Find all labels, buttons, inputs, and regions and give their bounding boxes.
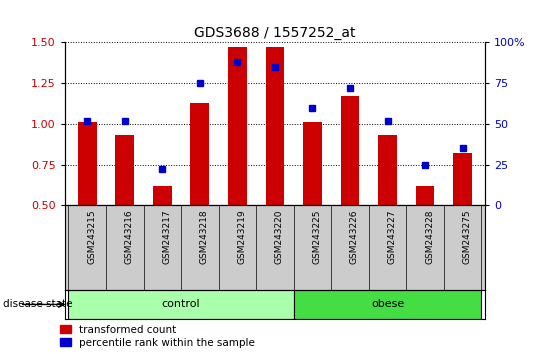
- Bar: [190, 103, 209, 205]
- Bar: [228, 47, 247, 205]
- Bar: [266, 47, 284, 205]
- Text: obese: obese: [371, 299, 404, 309]
- Bar: [378, 135, 397, 205]
- Title: GDS3688 / 1557252_at: GDS3688 / 1557252_at: [194, 26, 356, 40]
- Text: control: control: [162, 299, 201, 309]
- Bar: [416, 186, 434, 205]
- Legend: transformed count, percentile rank within the sample: transformed count, percentile rank withi…: [59, 324, 256, 349]
- Text: GSM243275: GSM243275: [462, 210, 472, 264]
- Bar: [78, 122, 96, 205]
- Bar: [294, 290, 481, 319]
- Bar: [115, 135, 134, 205]
- Bar: [303, 122, 322, 205]
- Text: GSM243228: GSM243228: [425, 210, 434, 264]
- Text: GSM243215: GSM243215: [87, 210, 96, 264]
- Text: disease state: disease state: [3, 299, 72, 309]
- Bar: [68, 290, 294, 319]
- Bar: [341, 96, 360, 205]
- Bar: [453, 153, 472, 205]
- Text: GSM243227: GSM243227: [388, 210, 397, 264]
- Text: GSM243220: GSM243220: [275, 210, 284, 264]
- Text: GSM243226: GSM243226: [350, 210, 359, 264]
- Text: GSM243219: GSM243219: [237, 210, 246, 264]
- Text: GSM243218: GSM243218: [200, 210, 209, 264]
- Bar: [153, 186, 171, 205]
- Text: GSM243225: GSM243225: [313, 210, 321, 264]
- Text: GSM243216: GSM243216: [125, 210, 134, 264]
- Text: GSM243217: GSM243217: [162, 210, 171, 264]
